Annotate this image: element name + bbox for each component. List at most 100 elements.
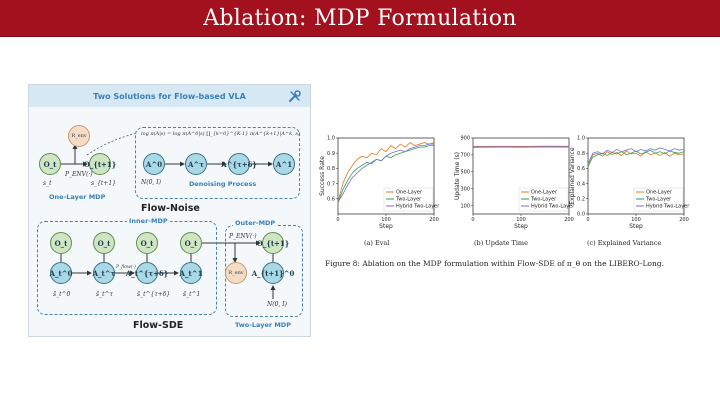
y-tick-label: 0.9 — [327, 151, 335, 157]
caption-eval: (a) Eval — [364, 239, 390, 247]
state-t-label: s_t — [43, 180, 52, 187]
x-tick-label: 100 — [516, 217, 526, 223]
diagram-header-text: Two Solutions for Flow-based VLA — [93, 91, 246, 101]
y-tick-label: 0.8 — [577, 151, 585, 157]
legend-label: Hybrid Two-Layer — [396, 204, 440, 210]
outer-obs-node: O_{t+1} — [257, 232, 289, 254]
action-node-tau: A^τ — [185, 153, 207, 175]
denoising-label: Denoising Process — [189, 180, 257, 188]
x-axis-label: Step — [379, 223, 393, 230]
noise-label-bottom: N(0, I) — [267, 301, 287, 308]
y-tick-label: 1.0 — [327, 136, 335, 142]
caption-update-time: (b) Update Time — [474, 239, 528, 247]
plot-explained-variance: 0.0 0.2 0.4 0.6 0.8 1.0 0 100 200 Step Explained V… — [569, 132, 690, 244]
inner-action-node-1: A_t^τ — [93, 262, 115, 284]
inner-mdp-label: Inner-MDP — [127, 217, 170, 225]
flow-transition-label: P_flow(·) — [116, 265, 136, 270]
y-tick-label: 0.2 — [577, 197, 585, 203]
y-tick-label: 500 — [460, 169, 470, 175]
env-transition-top: P_ENV(·) — [65, 171, 93, 178]
legend-label: Hybrid Two-Layer — [646, 204, 690, 210]
y-tick-label: 100 — [460, 203, 470, 209]
y-tick-label: 0.4 — [577, 181, 585, 187]
state-t1-label: s_{t+1} — [91, 180, 116, 187]
x-tick-label: 200 — [679, 217, 689, 223]
series-line-two-layer — [587, 149, 685, 168]
legend-box — [383, 187, 434, 212]
plot-update-time: 100 300 500 700 900 0 100 200 Step Update Time (s… — [454, 132, 575, 244]
inner-obs-node-3: O_t — [180, 232, 202, 254]
inner-obs-node-1: O_t — [93, 232, 115, 254]
logprob-formula: log π(A|s) = log π(A^0|s) ∏_{k=0}^{K-1} … — [141, 131, 300, 137]
flow-noise-box — [135, 127, 300, 199]
figure-caption: Figure 8: Ablation on the MDP formulatio… — [325, 259, 664, 268]
x-tick-label: 100 — [631, 217, 641, 223]
y-tick-label: 0.0 — [577, 212, 585, 218]
y-tick-label: 700 — [460, 153, 470, 159]
inner-obs-node-2: O_t — [136, 232, 158, 254]
y-axis-label: Update Time (s) — [454, 152, 461, 200]
two-layer-label: Two-Layer MDP — [235, 321, 291, 329]
action-node-1: A^1 — [273, 153, 295, 175]
legend-label: One-Layer — [646, 190, 673, 196]
y-tick-label: 900 — [460, 136, 470, 142]
env-transition-bottom: P_ENV(·) — [229, 233, 257, 240]
y-axis-label: Explained Variance — [569, 147, 576, 205]
inner-obs-node-0: O_t — [50, 232, 72, 254]
y-tick-label: 0.6 — [327, 197, 335, 203]
plot-eval: 0.6 0.7 0.8 0.9 1.0 0 100 200 Step Success Rate On… — [319, 132, 440, 244]
legend-label: One-Layer — [531, 190, 558, 196]
flow-sde-title: Flow-SDE — [133, 320, 184, 331]
bottom-state-0: s̄_t^0 — [53, 291, 71, 298]
inner-action-node-3: A_t^1 — [180, 262, 202, 284]
x-tick-label: 100 — [381, 217, 391, 223]
series-line-one-layer — [337, 142, 435, 202]
chart-eval-svg: 0.6 0.7 0.8 0.9 1.0 0 100 200 Step Success Rate On… — [319, 136, 440, 230]
x-tick-label: 0 — [471, 217, 474, 223]
diagram-header: Two Solutions for Flow-based VLA — [29, 85, 310, 107]
outer-action-node: A_{t+1}^0 — [252, 262, 294, 284]
diagram-arrows — [60, 132, 276, 299]
action-node-0: A^0 — [143, 153, 165, 175]
x-tick-label: 200 — [564, 217, 574, 223]
series-line-hybrid-two-layer — [587, 147, 685, 165]
flow-noise-title: Flow-Noise — [141, 203, 200, 214]
legend-label: Hybrid Two-Layer — [531, 204, 575, 210]
y-axis-label: Success Rate — [319, 156, 326, 196]
one-layer-label: One-Layer MDP — [49, 193, 106, 201]
caption-explained-variance: (c) Explained Variance — [587, 239, 662, 247]
inner-action-node-0: A_t^0 — [50, 262, 72, 284]
action-node-tau-delta: A^{τ+δ} — [221, 153, 257, 175]
y-tick-label: 0.6 — [577, 166, 585, 172]
mdp-diagram: Two Solutions for Flow-based VLA — [28, 84, 311, 337]
legend-box — [633, 187, 684, 212]
wrench-icon — [289, 90, 301, 102]
legend-label: Two-Layer — [645, 197, 672, 203]
x-axis-label: Step — [514, 223, 528, 230]
x-tick-label: 0 — [336, 217, 339, 223]
bottom-state-1: s̄_t^τ — [96, 291, 113, 298]
slide-title: Ablation: MDP Formulation — [203, 5, 517, 31]
legend-box — [518, 187, 569, 212]
chart-update-time-svg: 100 300 500 700 900 0 100 200 Step Update Time (s… — [454, 136, 575, 230]
legend-label: Two-Layer — [395, 197, 422, 203]
y-tick-label: 0.7 — [327, 181, 335, 187]
bottom-state-2: s̄_t^{τ+δ} — [137, 291, 171, 298]
slide-title-bar: Ablation: MDP Formulation — [0, 0, 720, 37]
obs-node-t1: O_{t+1} — [84, 153, 116, 175]
x-tick-label: 0 — [586, 217, 589, 223]
env-reward-node: R_env — [68, 125, 90, 147]
y-tick-label: 0.8 — [327, 166, 335, 172]
series-line-hybrid-two-layer — [337, 143, 434, 203]
legend-label: One-Layer — [396, 190, 423, 196]
x-tick-label: 200 — [429, 217, 439, 223]
bottom-state-3: s̄_t^1 — [183, 291, 201, 298]
chart-explained-variance-svg: 0.0 0.2 0.4 0.6 0.8 1.0 0 100 200 Step Explained V… — [569, 136, 690, 230]
env-reward-node-bottom: R_env — [225, 262, 247, 284]
legend-label: Two-Layer — [530, 197, 557, 203]
outer-mdp-label: Outer-MDP — [233, 219, 278, 227]
y-tick-label: 300 — [460, 186, 470, 192]
y-tick-label: 1.0 — [577, 136, 585, 142]
noise-label-top: N(0, I) — [141, 179, 161, 186]
inner-action-node-2: A_t^{τ+δ} — [126, 262, 168, 284]
